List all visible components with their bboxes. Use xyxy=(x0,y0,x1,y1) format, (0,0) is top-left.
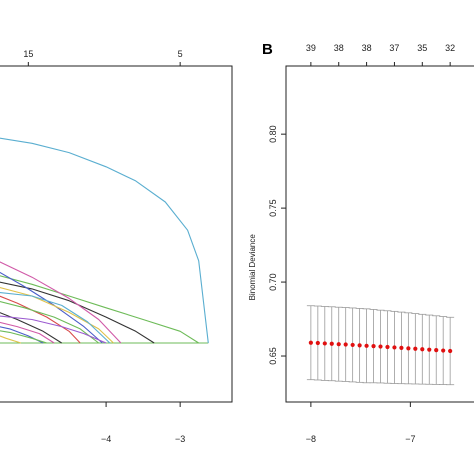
panel-a-x-tick-label: −4 xyxy=(101,434,111,444)
panel-a-coefficient-path xyxy=(0,312,62,344)
panel-a-coefficient-path xyxy=(0,137,209,344)
panel-a-top-tick-label: 5 xyxy=(178,49,183,59)
panel-a-coefficient-path xyxy=(0,315,107,344)
panel-b-point xyxy=(350,342,355,348)
panel-b-point xyxy=(336,342,341,347)
panel-a-coefficient-path xyxy=(0,321,55,344)
panel-b-x-tick-label: −8 xyxy=(306,434,316,444)
panel-b-top-tick-label: 38 xyxy=(362,43,372,53)
panel-b-point xyxy=(385,344,390,350)
panel-b-point xyxy=(392,345,397,350)
panel-b-left-axis: 0.65 0.70 0.75 0.80 xyxy=(268,125,286,365)
panel-b-x-tick-label: −7 xyxy=(405,434,415,444)
panel-b-top-tick-label: 38 xyxy=(334,43,344,53)
panel-b-top-axis: 39 38 38 37 35 32 xyxy=(306,43,455,66)
panel-b-point xyxy=(308,340,313,345)
panel-b-point xyxy=(357,343,362,348)
panel-a-top-tick-label: 15 xyxy=(23,49,33,59)
panel-b-points xyxy=(308,340,453,354)
panel-b-point xyxy=(315,340,320,346)
panel-a-series-lines xyxy=(0,137,209,344)
panel-a-coefficient-path xyxy=(0,281,155,344)
panel-b-point xyxy=(364,343,369,348)
panel-a-coefficient-path xyxy=(0,292,111,344)
panel-b-plot-frame xyxy=(285,65,474,403)
panel-b-top-tick-label: 39 xyxy=(306,43,316,53)
panel-b-y-axis-label: Binomial Deviance xyxy=(248,234,257,301)
panel-a-coefficient-path xyxy=(0,275,199,344)
panel-b-letter: B xyxy=(262,41,273,58)
panel-b-point xyxy=(413,346,418,351)
panel-a-coefficient-path xyxy=(0,295,81,344)
panel-b-top-tick-label: 32 xyxy=(445,43,455,53)
panel-a-coefficient-path xyxy=(0,300,100,344)
panel-b-point xyxy=(329,341,334,346)
panel-b-y-tick-label: 0.80 xyxy=(268,125,278,143)
panel-b-point xyxy=(399,345,404,350)
panel-b-point xyxy=(406,346,411,351)
panel-a-lasso-coefficient-paths: 15 5 −4 −3 xyxy=(0,49,233,444)
panel-a-bottom-axis: −4 −3 xyxy=(101,402,185,444)
panel-b-point xyxy=(378,344,383,349)
panel-a-coefficient-path xyxy=(0,286,114,344)
panel-b-y-tick-label: 0.75 xyxy=(268,199,278,217)
panel-b-y-tick-label: 0.70 xyxy=(268,273,278,291)
panel-b-point xyxy=(420,347,425,352)
panel-a-top-axis: 15 5 xyxy=(23,49,183,66)
panel-b-top-tick-label: 35 xyxy=(417,43,427,53)
panel-b-point xyxy=(448,348,453,354)
panel-b-point xyxy=(371,344,376,349)
panel-b-bottom-axis: −8 −7 xyxy=(306,402,415,444)
panel-b-y-tick-label: 0.65 xyxy=(268,347,278,365)
panel-b-point xyxy=(441,348,446,353)
panel-b-top-tick-label: 37 xyxy=(389,43,399,53)
panel-b-point xyxy=(434,348,439,353)
panel-a-plot-frame xyxy=(0,65,233,403)
panel-a-coefficient-path xyxy=(0,335,22,344)
panel-b-point xyxy=(427,347,432,352)
panel-a-coefficient-path xyxy=(0,330,47,344)
panel-a-x-tick-label: −3 xyxy=(175,434,185,444)
panel-b-point xyxy=(343,342,348,347)
panel-b-cross-validation: B 39 38 38 37 35 32 −8 −7 0.65 0.70 0.75 0.80 Bin… xyxy=(248,41,474,444)
panel-a-coefficient-path xyxy=(0,261,122,344)
panel-b-point xyxy=(322,341,327,346)
